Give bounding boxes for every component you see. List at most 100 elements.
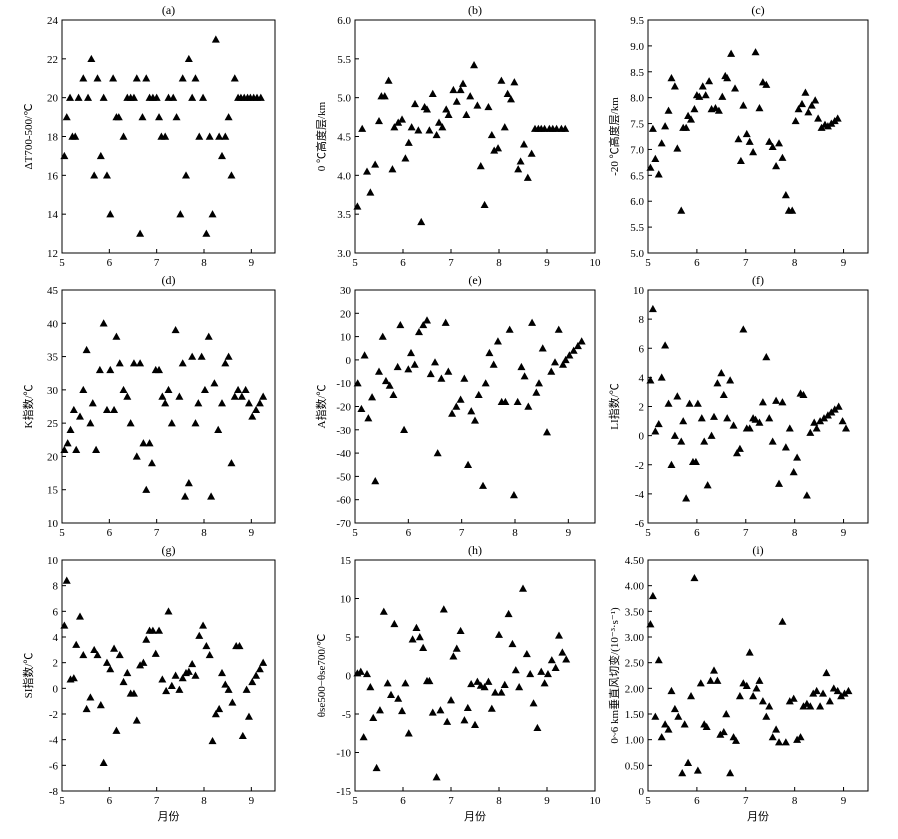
data-point-triangle bbox=[500, 123, 509, 131]
plot-frame bbox=[61, 19, 276, 254]
data-point-triangle bbox=[176, 210, 185, 218]
data-point-triangle bbox=[205, 650, 214, 659]
data-point-triangle bbox=[119, 132, 128, 140]
data-point-triangle bbox=[75, 412, 84, 420]
data-point-triangle bbox=[702, 722, 711, 731]
data-point-triangle bbox=[713, 379, 722, 387]
data-point-triangle bbox=[804, 108, 813, 116]
data-point-triangle bbox=[722, 710, 731, 718]
data-point-triangle bbox=[178, 74, 187, 82]
panel-i: 5 6 7 8 9 0 0.50 1.00 1.50 2.00 2.50 3.00 3.50 4.00 4.… bbox=[607, 543, 869, 823]
data-point-triangle bbox=[211, 35, 220, 43]
panel-title: (e) bbox=[468, 273, 481, 287]
data-point-triangle bbox=[71, 132, 80, 140]
x-tick-label: 8 bbox=[792, 257, 798, 269]
data-point-triangle bbox=[404, 365, 413, 373]
y-tick-label: -30 bbox=[336, 425, 351, 437]
data-point-triangle bbox=[407, 348, 415, 357]
data-point-triangle bbox=[410, 360, 419, 368]
data-point-triangle bbox=[99, 758, 108, 766]
y-tick-label: 4 bbox=[639, 372, 645, 384]
y-tick-label: 5.0 bbox=[630, 248, 644, 260]
x-tick-label: 8 bbox=[201, 257, 207, 269]
x-tick-label: 7 bbox=[743, 257, 749, 269]
data-point-triangle bbox=[102, 171, 111, 179]
x-tick-label: 7 bbox=[743, 795, 749, 807]
data-point-triangle bbox=[158, 675, 167, 683]
data-point-triangle bbox=[490, 146, 499, 154]
y-tick-label: 5.5 bbox=[337, 54, 351, 66]
data-point-triangle bbox=[745, 137, 754, 145]
data-point-triangle bbox=[735, 444, 744, 452]
x-tick-label: 6 bbox=[694, 527, 700, 539]
data-point-triangle bbox=[778, 398, 787, 406]
data-point-triangle bbox=[404, 138, 413, 146]
data-point-triangle bbox=[768, 733, 777, 741]
x-tick-label: 7 bbox=[154, 795, 160, 807]
data-point-triangle bbox=[533, 723, 542, 732]
data-point-triangle bbox=[491, 688, 500, 696]
data-point-triangle bbox=[538, 344, 547, 352]
y-tick-label: -8 bbox=[49, 786, 59, 798]
data-point-triangle bbox=[749, 148, 758, 156]
y-tick-label: 8 bbox=[639, 314, 645, 326]
data-point-triangle bbox=[487, 130, 496, 139]
data-point-triangle bbox=[215, 704, 224, 713]
data-point-triangle bbox=[471, 416, 479, 424]
data-point-triangle bbox=[214, 425, 223, 433]
y-tick-label: 10 bbox=[47, 555, 59, 567]
data-point-triangle bbox=[798, 99, 806, 108]
data-point-triangle bbox=[142, 485, 151, 493]
data-point-triangle bbox=[562, 655, 571, 663]
data-point-triangle bbox=[425, 676, 434, 685]
y-axis-label: θse500−θse700/℃ bbox=[316, 634, 328, 717]
panel-h: 5 6 7 8 9 10 -15 -10 -5 0 5 10 15 (h) θse500−θse700/℃ 月… bbox=[316, 543, 601, 823]
data-point-triangle bbox=[142, 635, 151, 643]
data-point-triangle bbox=[255, 665, 264, 673]
data-point-triangle bbox=[844, 686, 853, 695]
data-point-triangle bbox=[537, 667, 546, 675]
data-point-triangle bbox=[781, 738, 790, 746]
data-point-triangle bbox=[558, 648, 567, 656]
data-point-triangle bbox=[503, 89, 512, 97]
data-point-triangle bbox=[388, 165, 397, 173]
data-point-triangle bbox=[449, 85, 458, 94]
data-point-triangle bbox=[357, 404, 366, 413]
data-point-triangle bbox=[705, 77, 714, 85]
data-point-triangle bbox=[651, 712, 660, 720]
data-point-triangle bbox=[693, 399, 702, 407]
data-point-triangle bbox=[364, 414, 373, 422]
data-point-triangle bbox=[735, 692, 744, 700]
data-point-triangle bbox=[142, 74, 151, 82]
panel-e: 5 6 7 8 9 -70 -60 -50 -40 -30 -20 -10 0 10 20 30 (e) A指数/… bbox=[314, 273, 596, 539]
data-point-triangle bbox=[400, 425, 409, 433]
data-point-triangle bbox=[433, 449, 442, 457]
y-tick-label: 2.00 bbox=[625, 683, 645, 695]
data-point-triangle bbox=[834, 402, 843, 410]
data-point-triangle bbox=[217, 399, 226, 407]
data-point-triangle bbox=[719, 727, 728, 736]
data-point-triangle bbox=[396, 320, 405, 329]
data-point-triangle bbox=[646, 376, 655, 384]
data-point-triangle bbox=[248, 412, 257, 420]
data-point-triangle bbox=[670, 82, 679, 90]
data-point-triangle bbox=[484, 677, 493, 685]
data-point-triangle bbox=[710, 666, 718, 674]
data-point-triangle bbox=[368, 393, 377, 401]
data-point-triangle bbox=[447, 696, 455, 704]
data-point-triangle bbox=[561, 124, 570, 132]
data-point-triangle bbox=[224, 113, 233, 121]
x-tick-label: 7 bbox=[154, 527, 160, 539]
data-point-triangle bbox=[72, 640, 81, 648]
data-point-triangle bbox=[697, 414, 706, 422]
data-point-triangle bbox=[515, 683, 524, 691]
data-point-triangle bbox=[551, 663, 560, 671]
data-point-triangle bbox=[661, 341, 670, 349]
data-point-triangle bbox=[241, 385, 250, 394]
data-point-triangle bbox=[801, 88, 810, 96]
data-point-triangle bbox=[654, 656, 663, 664]
y-tick-label: 14 bbox=[47, 209, 59, 221]
data-point-triangle bbox=[460, 716, 469, 724]
data-point-triangle bbox=[175, 392, 184, 400]
x-tick-label: 6 bbox=[406, 527, 412, 539]
